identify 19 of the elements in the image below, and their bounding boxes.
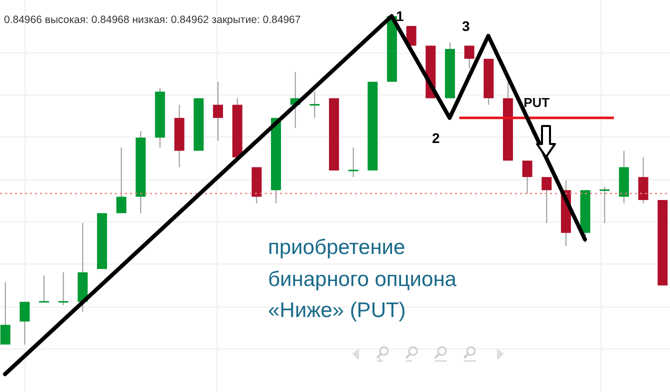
candlestick	[522, 160, 532, 194]
candlestick	[600, 186, 610, 224]
candlestick	[464, 45, 474, 70]
candlestick	[39, 275, 50, 303]
annotation: приобретение бинарного опциона «Ниже» (PUT)	[268, 235, 458, 324]
candlestick	[20, 301, 30, 346]
candlestick	[58, 272, 68, 306]
annotation: 2	[432, 129, 441, 148]
candlestick	[213, 81, 223, 142]
candlestick	[348, 146, 358, 178]
candlestick	[0, 282, 10, 346]
annotation: 3	[462, 17, 471, 36]
candlestick	[116, 146, 126, 214]
chart-title: 0.84966 высокая: 0.84968 низкая: 0.84962 закрытие: 0.84967	[4, 14, 301, 26]
candlestick	[638, 156, 648, 204]
ref-line-label: PUT	[524, 94, 550, 110]
candlestick	[310, 91, 320, 118]
candlestick	[542, 176, 552, 224]
annotation: 1	[396, 7, 405, 26]
